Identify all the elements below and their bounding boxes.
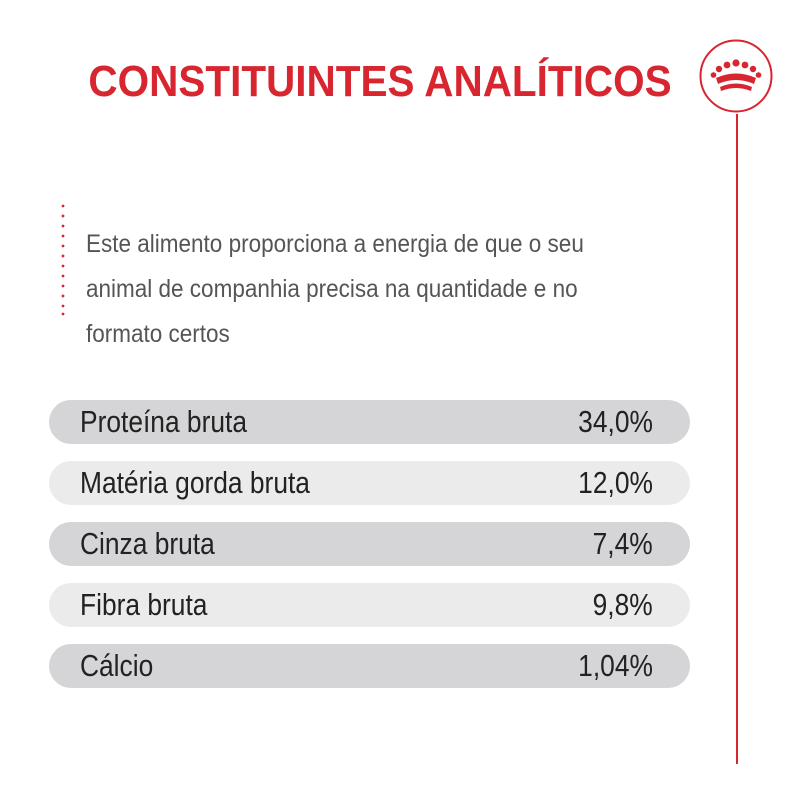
row-value: 7,4%: [592, 526, 653, 561]
row-value: 9,8%: [592, 587, 653, 622]
row-label: Matéria gorda bruta: [80, 465, 310, 500]
row-value: 34,0%: [578, 404, 653, 439]
table-row-fibre: Fibra bruta 9,8%: [49, 583, 690, 627]
table-row-fat: Matéria gorda bruta 12,0%: [49, 461, 690, 505]
decorative-vertical-line: [736, 114, 738, 764]
page-title: CONSTITUINTES ANALÍTICOS: [88, 57, 672, 106]
row-label: Cálcio: [80, 648, 154, 683]
row-value: 12,0%: [578, 465, 653, 500]
row-label: Fibra bruta: [80, 587, 208, 622]
intro-text: Este alimento proporciona a energia de q…: [86, 230, 584, 348]
row-label: Cinza bruta: [80, 526, 215, 561]
row-value: 1,04%: [578, 648, 653, 683]
constituents-table: Proteína bruta 34,0% Matéria gorda bruta…: [49, 400, 690, 705]
crown-icon: [699, 39, 773, 113]
row-label: Proteína bruta: [80, 404, 247, 439]
table-row-ash: Cinza bruta 7,4%: [49, 522, 690, 566]
table-row-protein: Proteína bruta 34,0%: [49, 400, 690, 444]
dotted-divider: [61, 204, 65, 316]
table-row-calcium: Cálcio 1,04%: [49, 644, 690, 688]
